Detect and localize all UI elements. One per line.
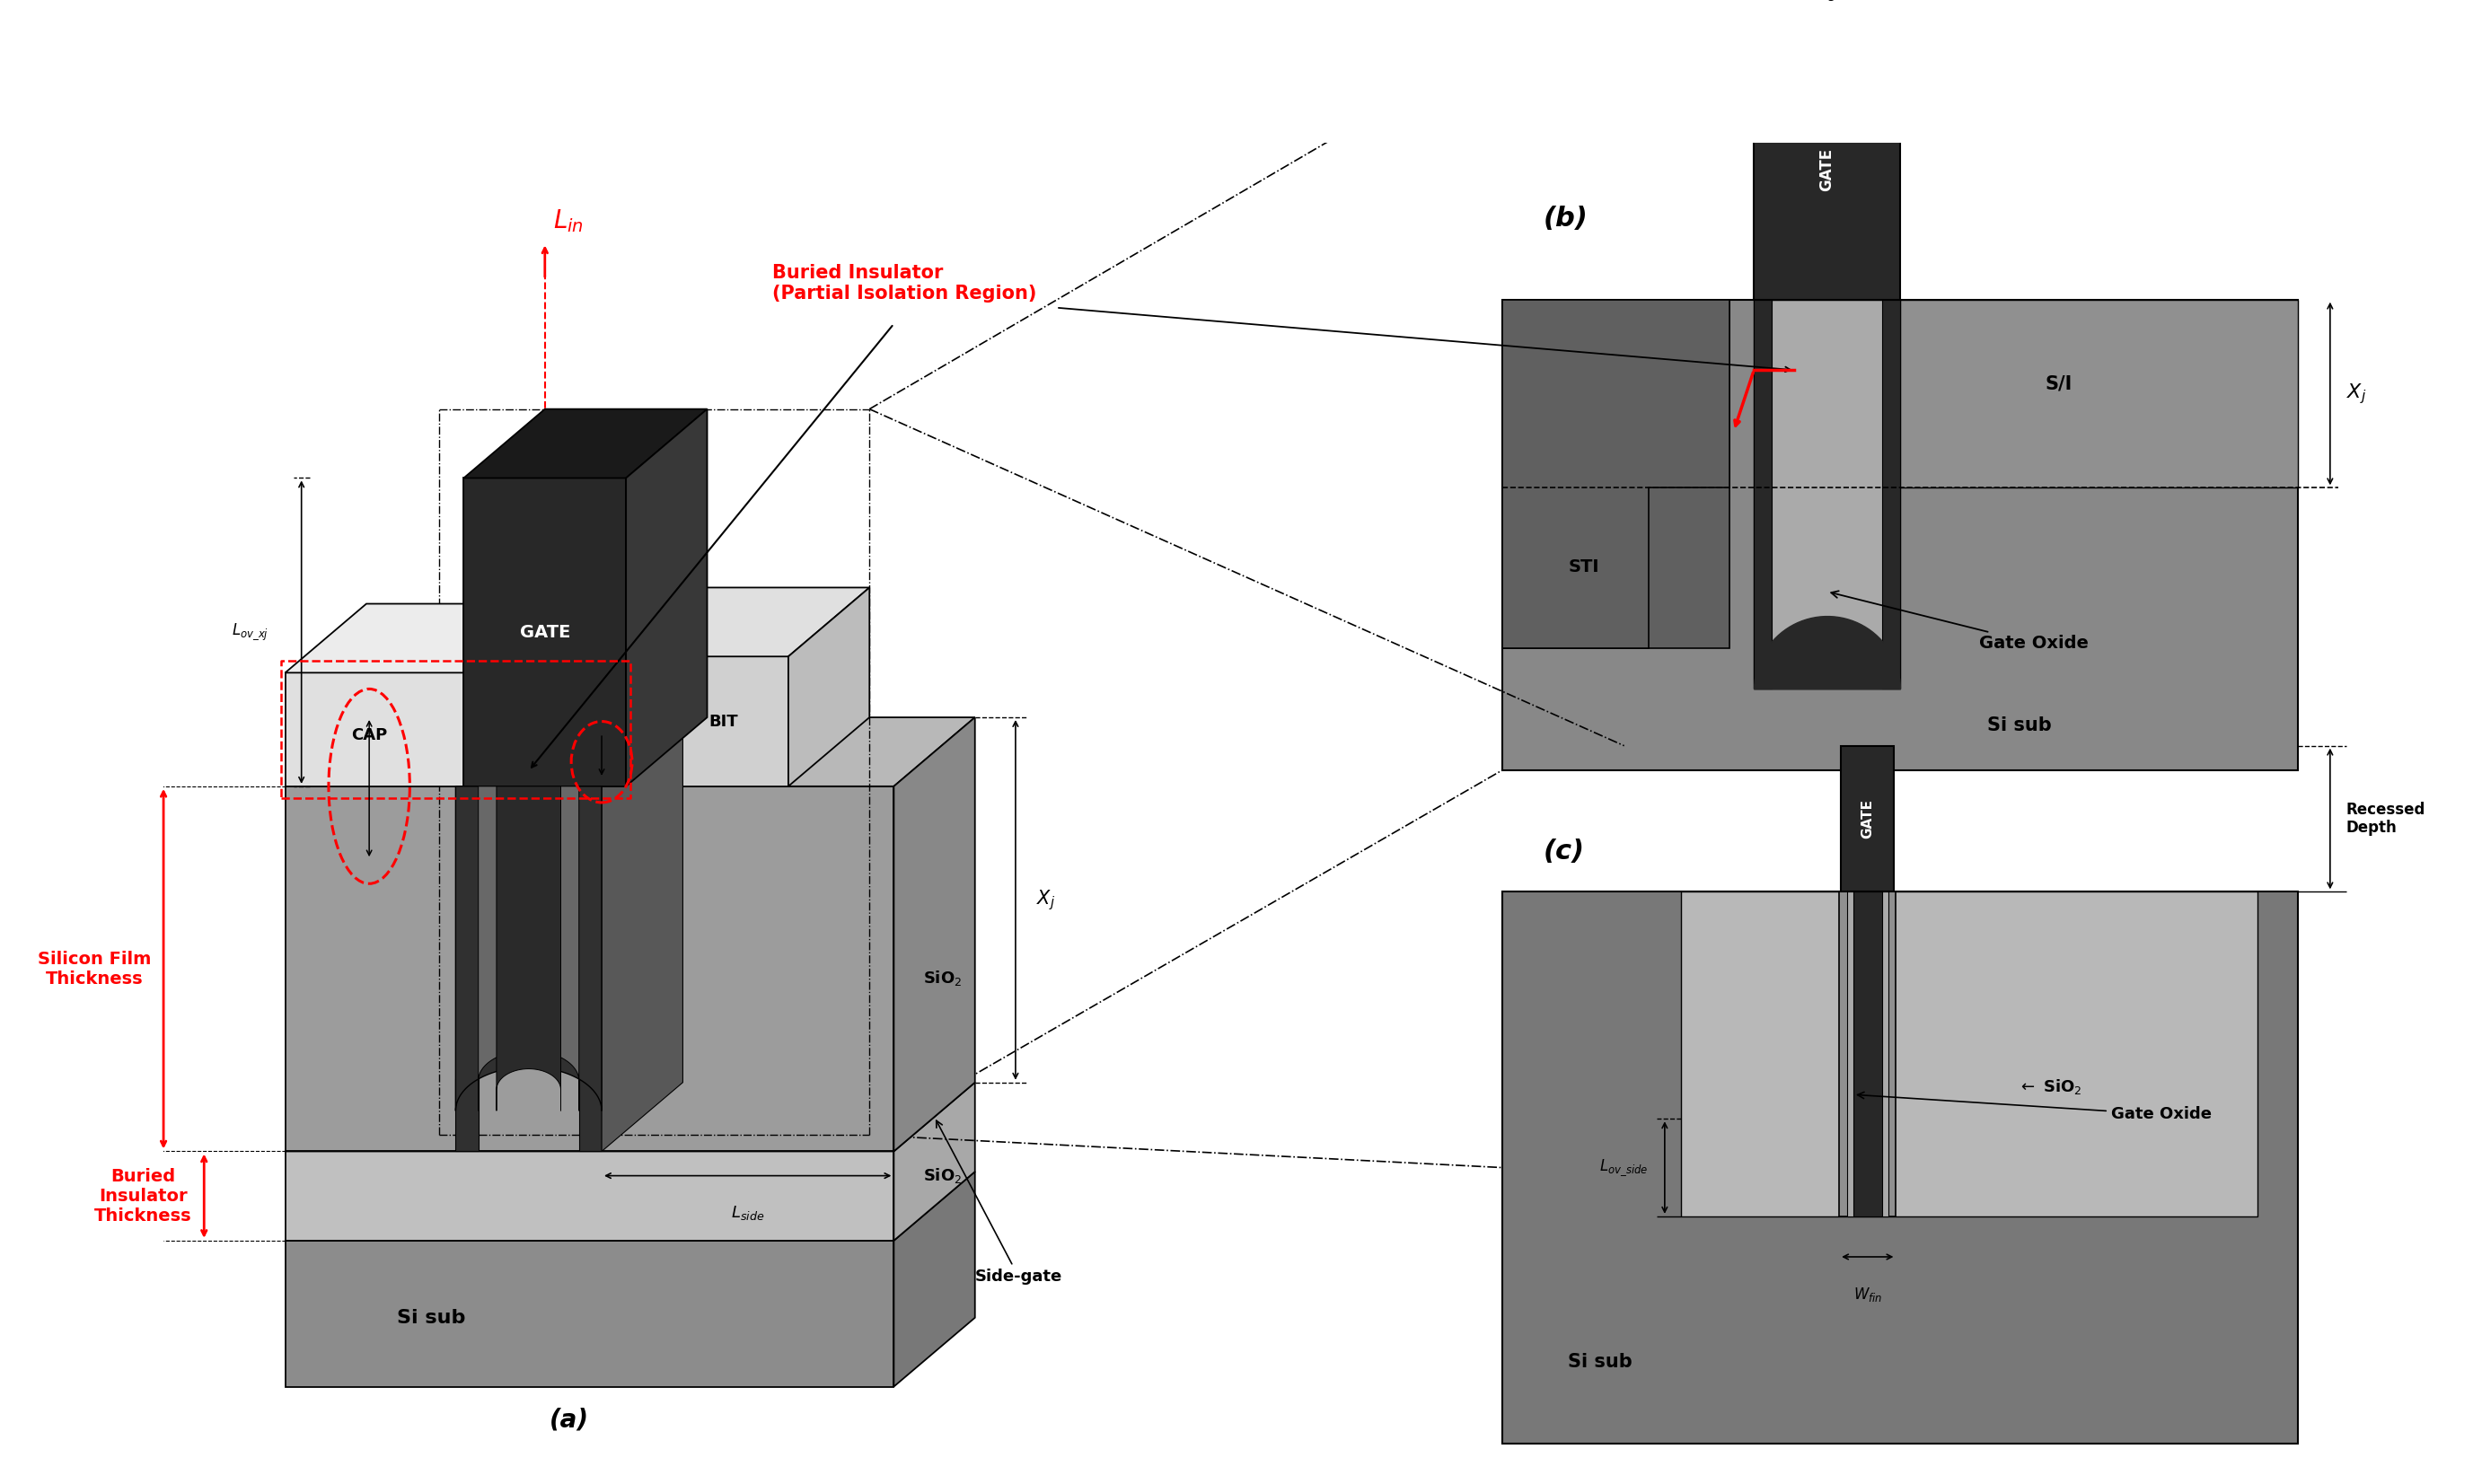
Text: (a): (a)	[549, 1407, 589, 1432]
Polygon shape	[1753, 40, 1899, 300]
Polygon shape	[497, 787, 561, 1112]
Text: GATE: GATE	[1820, 148, 1835, 191]
Text: (b): (b)	[1543, 205, 1588, 232]
Text: Silicon Film
Thickness: Silicon Film Thickness	[37, 950, 151, 987]
Polygon shape	[1504, 300, 2297, 770]
Polygon shape	[626, 656, 789, 787]
Polygon shape	[1753, 300, 1771, 689]
Text: $X_j$: $X_j$	[1036, 887, 1056, 911]
Polygon shape	[579, 1079, 601, 1152]
Polygon shape	[284, 1172, 974, 1241]
Text: Buried Insulator
(Partial Isolation Region): Buried Insulator (Partial Isolation Regi…	[772, 264, 1036, 303]
Polygon shape	[893, 1082, 974, 1241]
Text: Gate Oxide: Gate Oxide	[1830, 591, 2090, 651]
Text: STI: STI	[1568, 559, 1600, 576]
Polygon shape	[893, 1172, 974, 1386]
Text: GATE: GATE	[519, 623, 571, 641]
Text: S/I: S/I	[2045, 375, 2072, 393]
Polygon shape	[893, 717, 974, 1152]
Text: BIT: BIT	[710, 714, 737, 730]
Polygon shape	[284, 1241, 893, 1386]
Text: $L_g$: $L_g$	[1815, 0, 1837, 3]
Polygon shape	[1852, 892, 1882, 1217]
Polygon shape	[284, 1082, 974, 1152]
Text: $X_j$: $X_j$	[2347, 381, 2367, 405]
Polygon shape	[455, 787, 601, 1112]
Text: SiO$_2$: SiO$_2$	[922, 1166, 962, 1184]
Polygon shape	[465, 410, 707, 478]
Polygon shape	[284, 787, 893, 1152]
Text: Si sub: Si sub	[1568, 1353, 1632, 1371]
Polygon shape	[1504, 300, 1729, 649]
Text: SiO$_2$: SiO$_2$	[922, 969, 962, 987]
Text: (c): (c)	[1543, 838, 1585, 864]
Polygon shape	[284, 604, 554, 672]
Text: Si sub: Si sub	[398, 1309, 465, 1327]
Polygon shape	[1840, 892, 1897, 1217]
Polygon shape	[626, 588, 870, 656]
Polygon shape	[1504, 892, 2297, 1444]
Text: $L_{side}$: $L_{side}$	[732, 1204, 764, 1221]
Polygon shape	[601, 717, 683, 1152]
Polygon shape	[626, 410, 707, 787]
Text: GATE: GATE	[1860, 798, 1875, 838]
Polygon shape	[1875, 300, 2297, 488]
Text: Buried
Insulator
Thickness: Buried Insulator Thickness	[94, 1168, 193, 1224]
Polygon shape	[284, 672, 472, 787]
Polygon shape	[1504, 300, 1729, 649]
Polygon shape	[1753, 300, 1899, 689]
Polygon shape	[455, 1079, 477, 1152]
Polygon shape	[477, 787, 579, 1112]
Polygon shape	[472, 604, 554, 787]
Text: Recessed
Depth: Recessed Depth	[2347, 801, 2426, 835]
Polygon shape	[284, 1152, 893, 1241]
Text: Side-gate: Side-gate	[937, 1120, 1063, 1285]
Polygon shape	[1682, 892, 2258, 1217]
Polygon shape	[789, 588, 870, 787]
Text: $\leftarrow$ SiO$_2$: $\leftarrow$ SiO$_2$	[2018, 1077, 2082, 1095]
Text: Gate Oxide: Gate Oxide	[1857, 1092, 2211, 1122]
Text: Si sub: Si sub	[1988, 717, 2053, 735]
Text: $W_{fin}$: $W_{fin}$	[1852, 1285, 1882, 1303]
Text: CAP: CAP	[351, 727, 388, 743]
Polygon shape	[465, 478, 626, 787]
Polygon shape	[284, 717, 974, 787]
Polygon shape	[1842, 746, 1894, 892]
Polygon shape	[1882, 300, 1899, 689]
Text: $L_{ov\_xj}$: $L_{ov\_xj}$	[232, 622, 270, 643]
Text: $L_{ov\_side}$: $L_{ov\_side}$	[1600, 1158, 1649, 1178]
Polygon shape	[1847, 892, 1889, 1217]
Text: $L_{in}$: $L_{in}$	[554, 208, 584, 234]
